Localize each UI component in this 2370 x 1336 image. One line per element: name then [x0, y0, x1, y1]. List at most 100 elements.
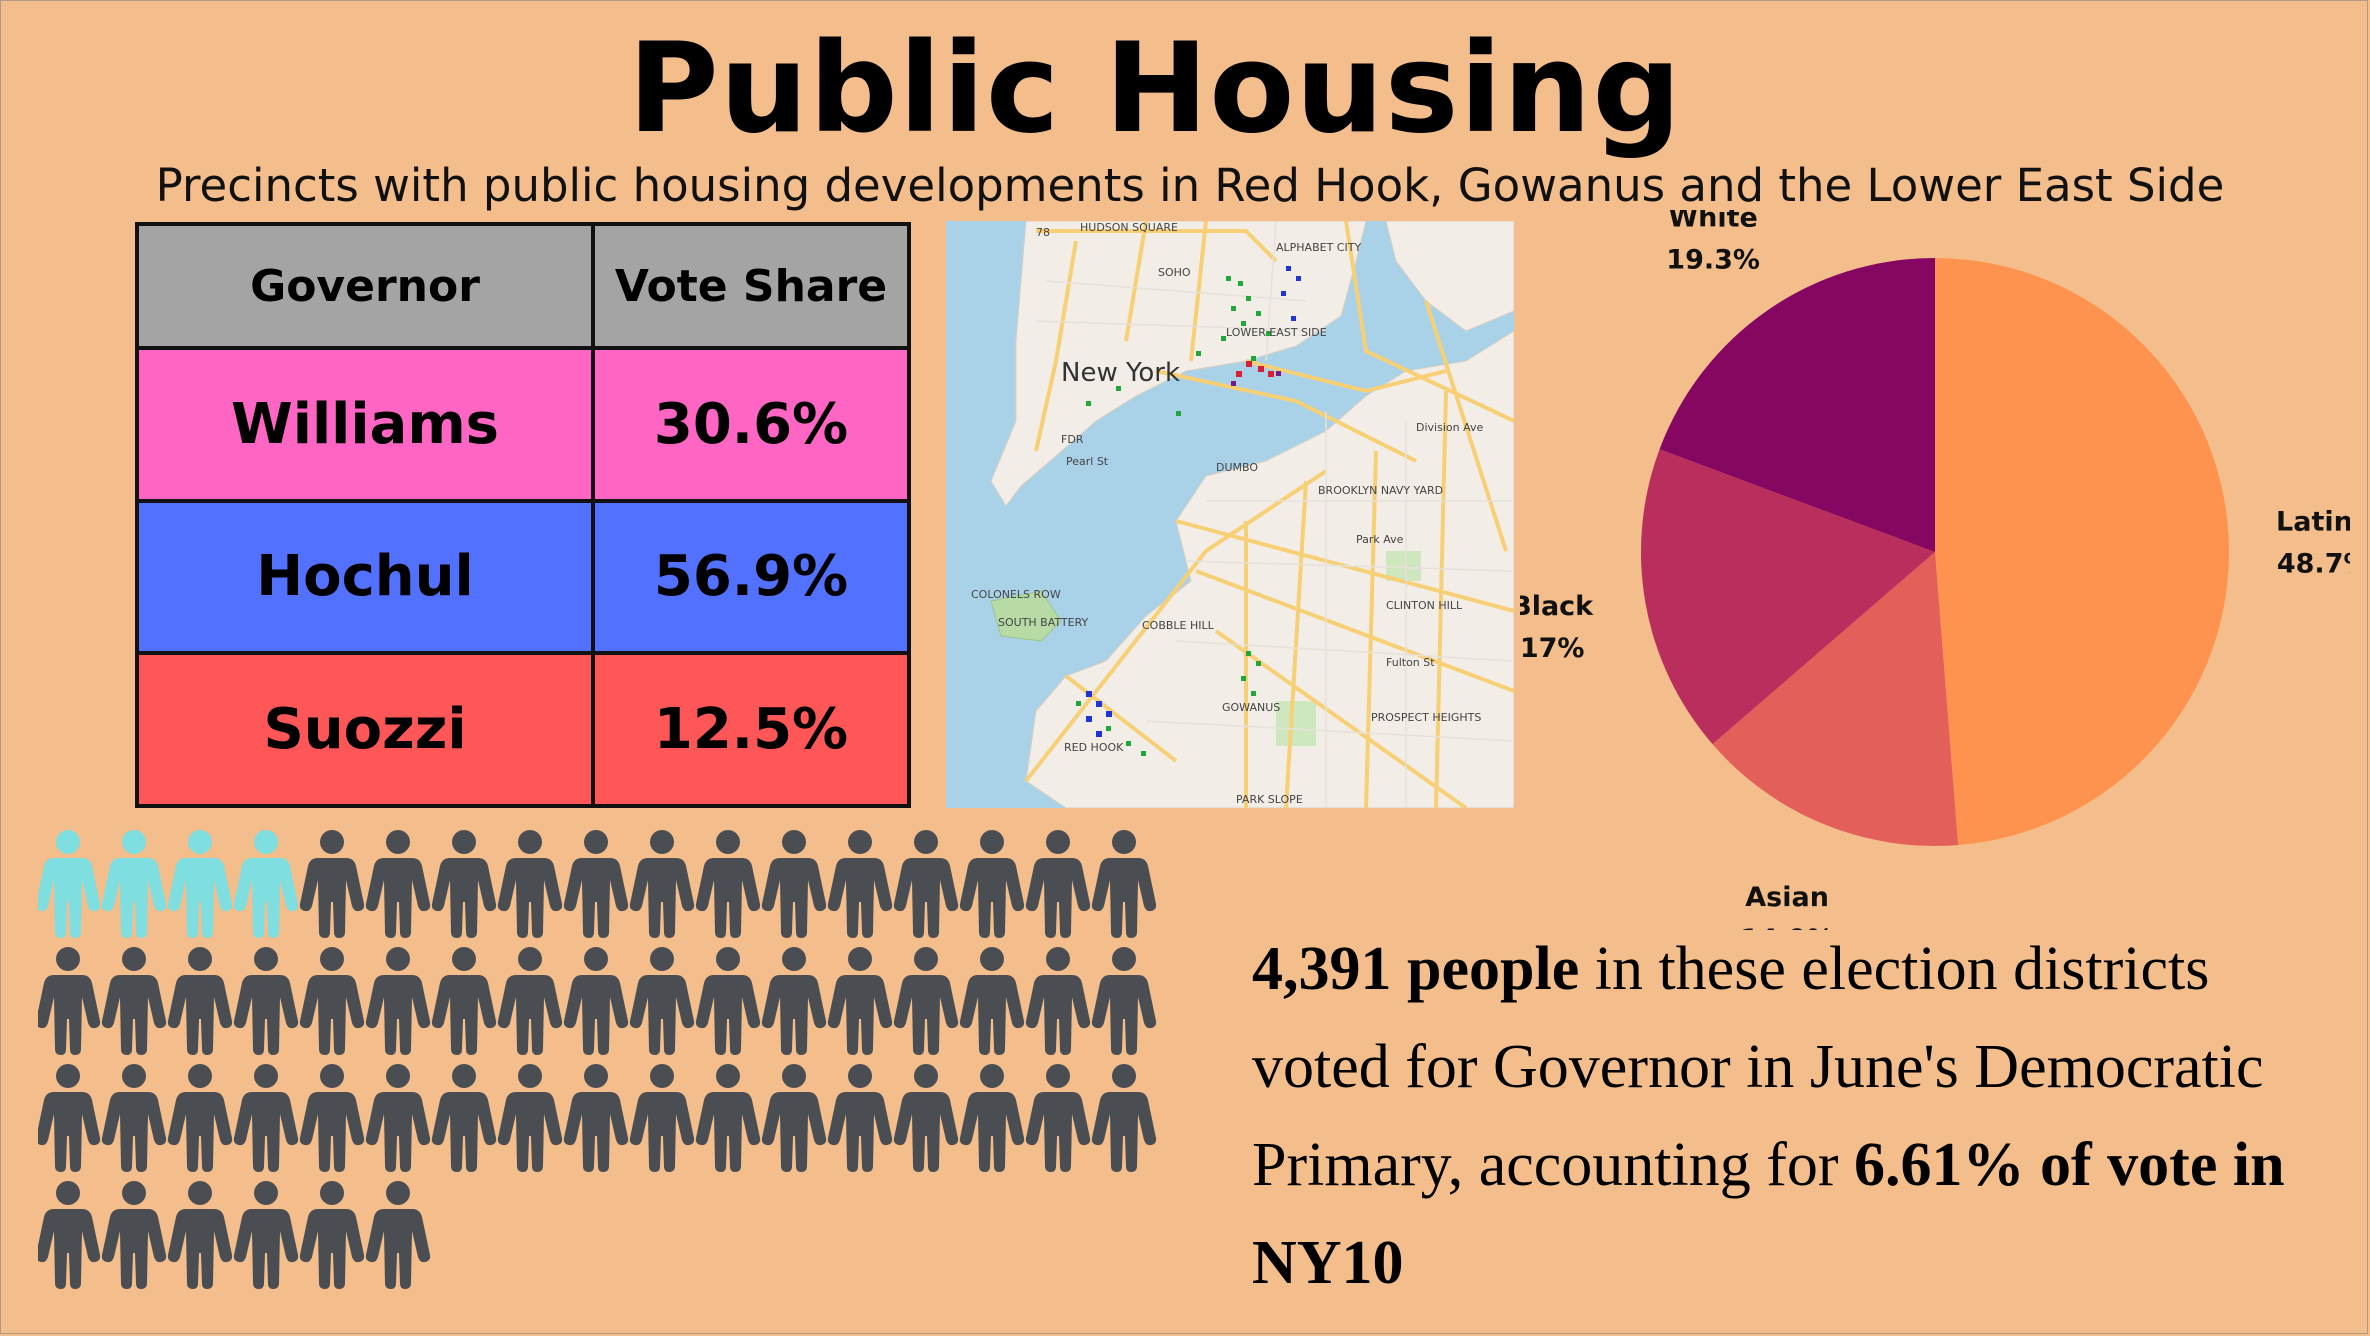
person-icon [761, 830, 827, 938]
person-icon [233, 947, 299, 1055]
candidate-share: 12.5% [591, 651, 911, 808]
person-icon [1025, 947, 1091, 1055]
map-label-new-york: New York [1061, 358, 1180, 388]
table-row: Williams 30.6% [135, 346, 911, 503]
map-label-alphabet-city: ALPHABET CITY [1276, 241, 1361, 254]
pie-value-white: 19.3% [1666, 244, 1760, 275]
vote-percentage: 6.61% of vote in NY10 [1252, 1131, 2285, 1297]
person-icon [101, 830, 167, 938]
candidate-name: Suozzi [135, 651, 595, 808]
table-header-row: Governor Vote Share [135, 222, 911, 350]
precinct-map: HUDSON SQUARE SOHO ALPHABET CITY LOWER E… [946, 221, 1514, 808]
pie-label-asian: Asian [1745, 882, 1829, 913]
map-label-hudson-square: HUDSON SQUARE [1080, 221, 1178, 234]
voter-count: 4,391 people [1252, 935, 1580, 1003]
person-icon [893, 947, 959, 1055]
pie-slice-latino [1935, 258, 2229, 846]
pie-label-latino: Latino [2276, 507, 2350, 538]
table-row: Hochul 56.9% [135, 498, 911, 656]
person-icon [827, 1064, 893, 1172]
page-title: Public Housing [627, 17, 1683, 161]
pie-slice-white [1659, 258, 1935, 552]
person-icon [233, 1064, 299, 1172]
map-label-dumbo: DUMBO [1216, 461, 1258, 474]
map-label-south-battery: SOUTH BATTERY [998, 616, 1089, 629]
demographics-pie-chart: Latino 48.7% Asian 14.9% Black 17% White 19.3% [1520, 210, 2350, 930]
turnout-statement: 4,391 people in these election districts… [1252, 920, 2352, 1312]
pie-value-black: 17% [1520, 633, 1584, 664]
person-icon [431, 947, 497, 1055]
person-icon [233, 830, 299, 938]
map-label-soho: SOHO [1158, 266, 1191, 279]
person-icon [959, 830, 1025, 938]
candidate-share: 30.6% [591, 346, 911, 503]
page-subtitle: Precincts with public housing developmen… [155, 159, 2225, 212]
person-icon [101, 1181, 167, 1289]
person-icon [959, 1064, 1025, 1172]
header-governor: Governor [135, 222, 595, 350]
pie-label-black: Black [1520, 591, 1594, 622]
map-label-division-ave: Division Ave [1416, 421, 1483, 434]
map-label-pearl-st: Pearl St [1066, 455, 1109, 468]
map-label-fdr: FDR [1061, 433, 1084, 446]
map-label-park-ave: Park Ave [1356, 533, 1404, 546]
person-icon [101, 947, 167, 1055]
person-icon [167, 1181, 233, 1289]
person-icon [38, 830, 101, 938]
person-icon [167, 1064, 233, 1172]
person-icon [1025, 830, 1091, 938]
person-icon [695, 830, 761, 938]
person-icon [1091, 1064, 1157, 1172]
person-icon [497, 1064, 563, 1172]
map-label-route-78: 78 [1036, 226, 1050, 239]
table-row: Suozzi 12.5% [135, 651, 911, 808]
person-icon [563, 947, 629, 1055]
person-icon [101, 1064, 167, 1172]
person-icon [365, 1181, 431, 1289]
map-label-park-slope: PARK SLOPE [1236, 793, 1303, 806]
map-label-red-hook: RED HOOK [1064, 741, 1124, 754]
map-label-gowanus: GOWANUS [1222, 701, 1280, 714]
person-icon [431, 1064, 497, 1172]
person-icon [365, 947, 431, 1055]
person-icon [431, 830, 497, 938]
map-label-lower-east-side: LOWER EAST SIDE [1226, 326, 1327, 339]
person-icon [893, 830, 959, 938]
person-icon [233, 1181, 299, 1289]
person-icon [761, 1064, 827, 1172]
person-icon [167, 947, 233, 1055]
person-icon [629, 830, 695, 938]
pie-label-white: White [1668, 210, 1757, 233]
vote-share-table: Governor Vote Share Williams 30.6% Hochu… [135, 222, 911, 808]
header-vote-share: Vote Share [591, 222, 911, 350]
person-icon [167, 830, 233, 938]
person-icon [827, 947, 893, 1055]
candidate-name: Hochul [135, 498, 595, 656]
map-label-fulton-st: Fulton St [1386, 656, 1435, 669]
voter-pictogram [38, 830, 1157, 1289]
person-icon [299, 1064, 365, 1172]
person-icon [893, 1064, 959, 1172]
person-icon [365, 1064, 431, 1172]
person-icon [695, 1064, 761, 1172]
person-icon [1091, 947, 1157, 1055]
person-icon [497, 830, 563, 938]
person-icon [629, 947, 695, 1055]
person-icon [563, 1064, 629, 1172]
person-icon [563, 830, 629, 938]
pie-value-latino: 48.7% [2277, 549, 2350, 580]
map-label-clinton-hill: CLINTON HILL [1386, 599, 1463, 612]
person-icon [299, 830, 365, 938]
pie-slice-asian [1712, 552, 1959, 846]
pie-value-asian: 14.9% [1740, 924, 1834, 930]
pie-slice-black [1641, 449, 1935, 745]
map-label-cobble-hill: COBBLE HILL [1142, 619, 1215, 632]
person-icon [629, 1064, 695, 1172]
person-icon [1091, 830, 1157, 938]
person-icon [365, 830, 431, 938]
person-icon [38, 947, 101, 1055]
person-icon [959, 947, 1025, 1055]
person-icon [827, 830, 893, 938]
person-icon [38, 1064, 101, 1172]
map-label-prospect-heights: PROSPECT HEIGHTS [1371, 711, 1481, 724]
